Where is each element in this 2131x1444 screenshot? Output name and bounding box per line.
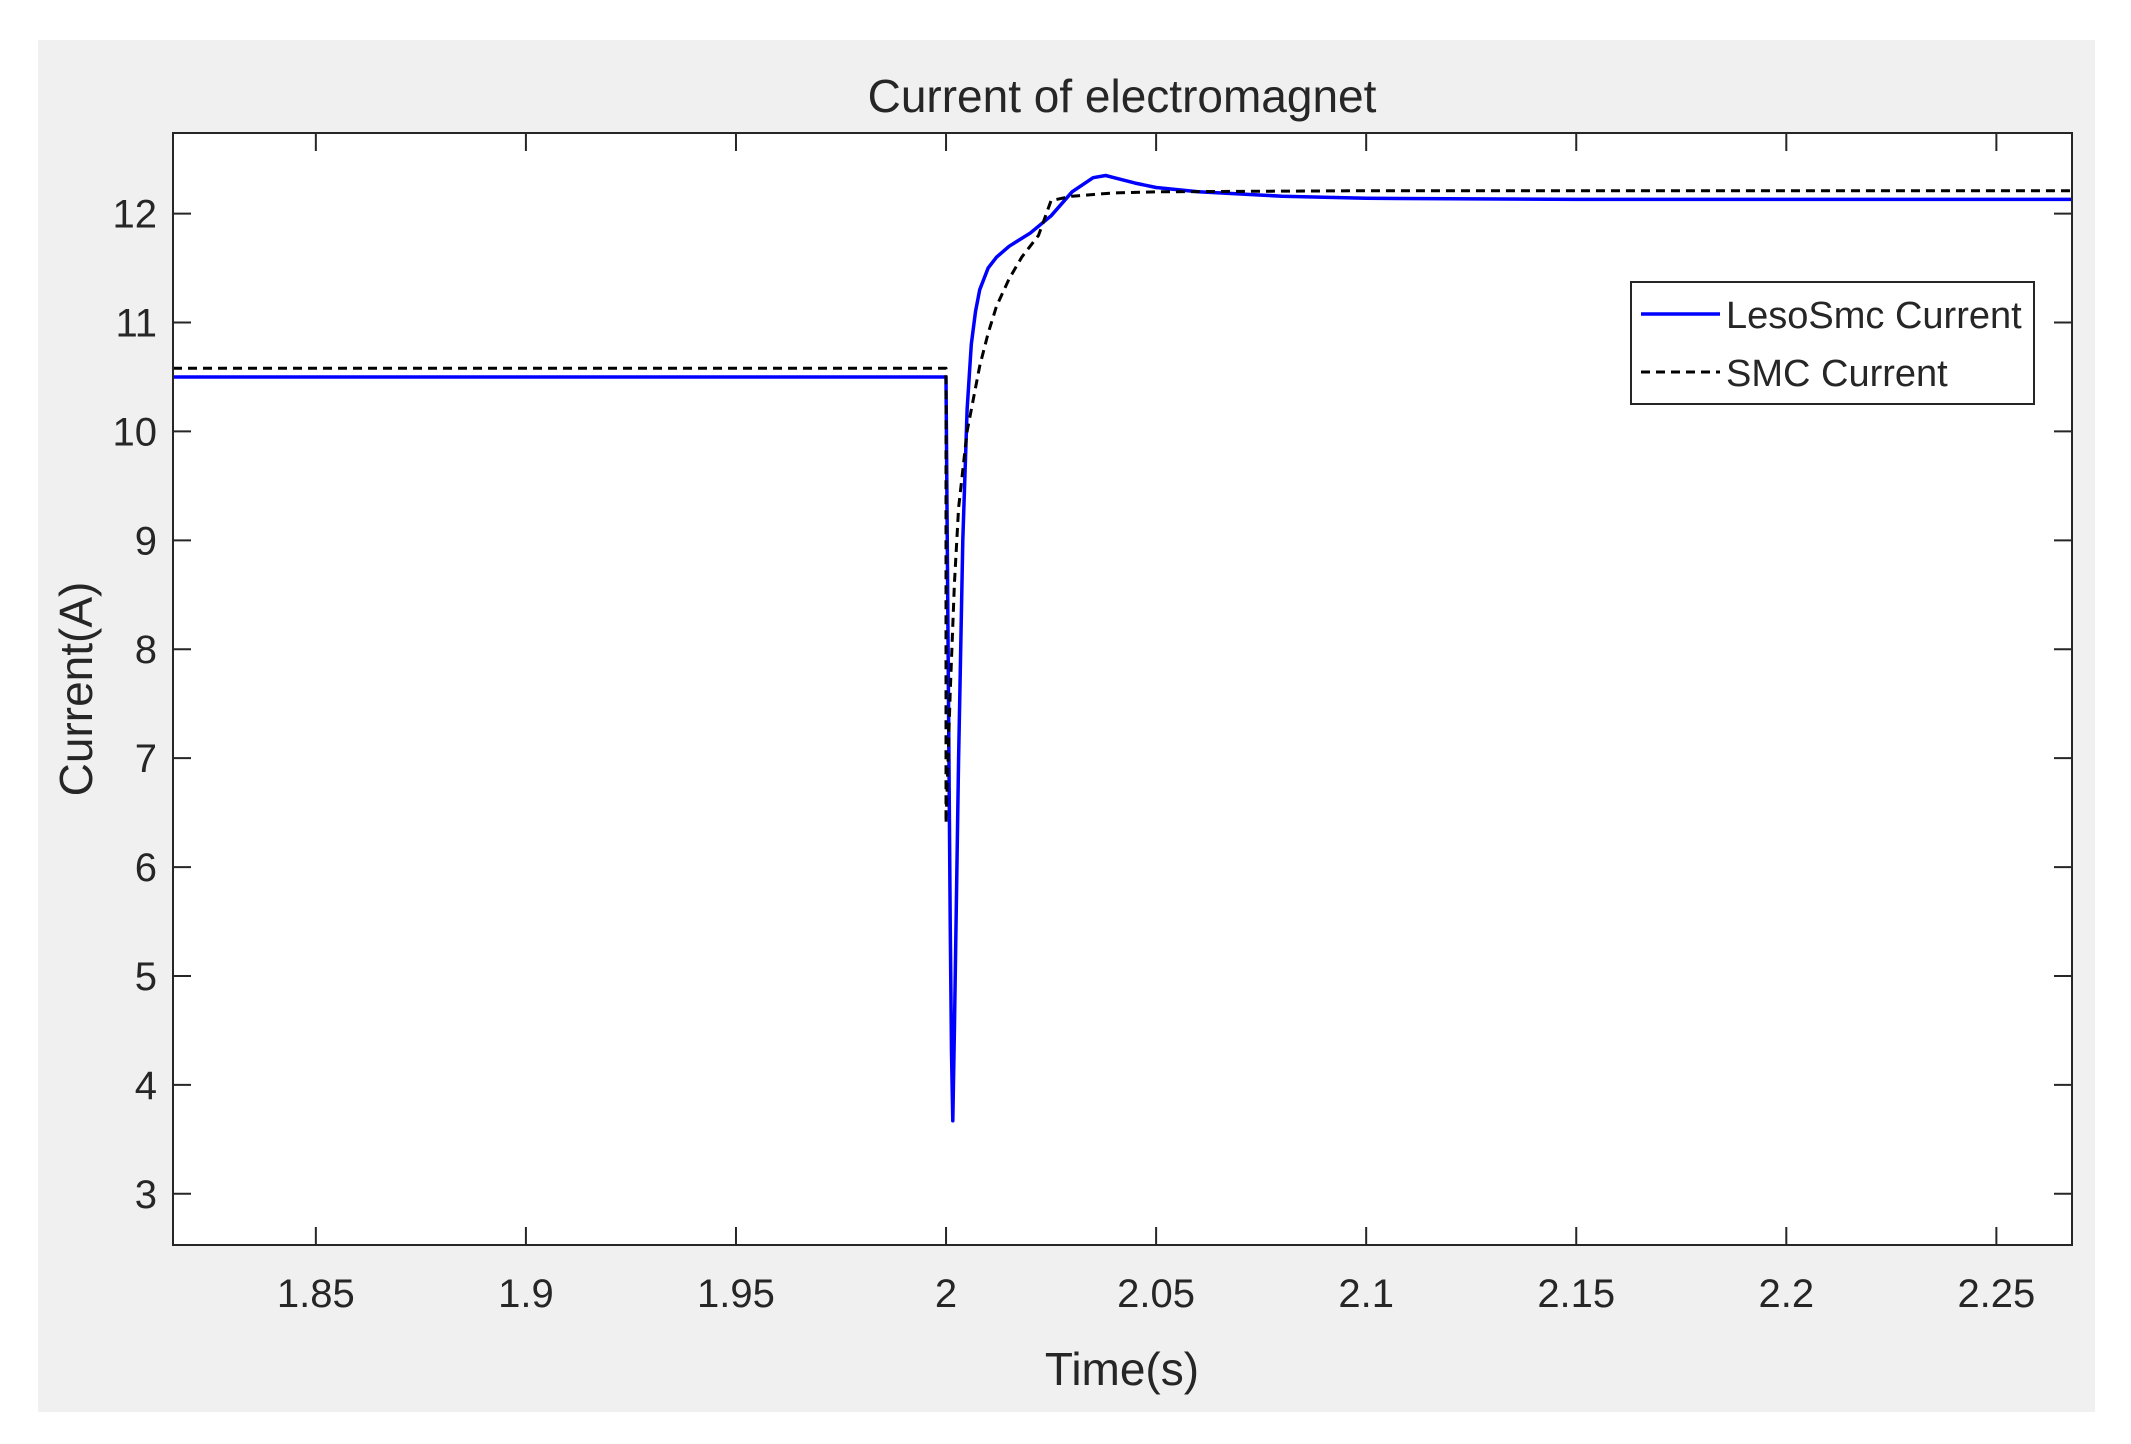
plot-frame — [172, 132, 2073, 1246]
chart-title: Current of electromagnet — [868, 70, 1377, 122]
y-tick-label: 3 — [135, 1173, 157, 1217]
y-tick-label: 11 — [115, 302, 157, 346]
x-tick-label: 2.05 — [1117, 1272, 1195, 1316]
legend-label-lesosmc: LesoSmc Current — [1726, 295, 2022, 337]
y-tick-label: 8 — [135, 628, 157, 672]
x-tick-label: 2.2 — [1759, 1272, 1815, 1316]
legend-label-smc: SMC Current — [1726, 353, 1948, 395]
x-tick-label: 2.1 — [1338, 1272, 1394, 1316]
series-layer — [173, 173, 2072, 1123]
series-line-smc — [173, 189, 2072, 825]
y-tick-label: 10 — [113, 410, 158, 454]
x-tick-label: 2 — [935, 1272, 957, 1316]
x-tick-label: 1.95 — [697, 1272, 775, 1316]
y-tick-label: 5 — [135, 955, 157, 999]
legend-box — [1630, 281, 2035, 405]
legend: LesoSmc Current SMC Current — [1630, 281, 2035, 405]
x-tick-label: 2.25 — [1957, 1272, 2035, 1316]
y-tick-label: 7 — [135, 737, 157, 781]
x-tick-label: 1.9 — [498, 1272, 554, 1316]
y-axis-label: Current(A) — [50, 582, 102, 797]
x-tick-label: 2.15 — [1537, 1272, 1615, 1316]
y-tick-label: 4 — [135, 1064, 157, 1108]
x-tick-label: 1.85 — [277, 1272, 355, 1316]
y-tick-label: 9 — [135, 519, 157, 563]
x-axis-label: Time(s) — [1045, 1343, 1199, 1395]
y-tick-label: 6 — [135, 846, 157, 890]
ticks-layer: 1.85 1.9 1.95 2 2.05 2.1 2.15 2.2 2.25 3 4 5 6 7 8 9 10 1… — [113, 133, 2072, 1316]
y-tick-label: 12 — [113, 193, 158, 237]
